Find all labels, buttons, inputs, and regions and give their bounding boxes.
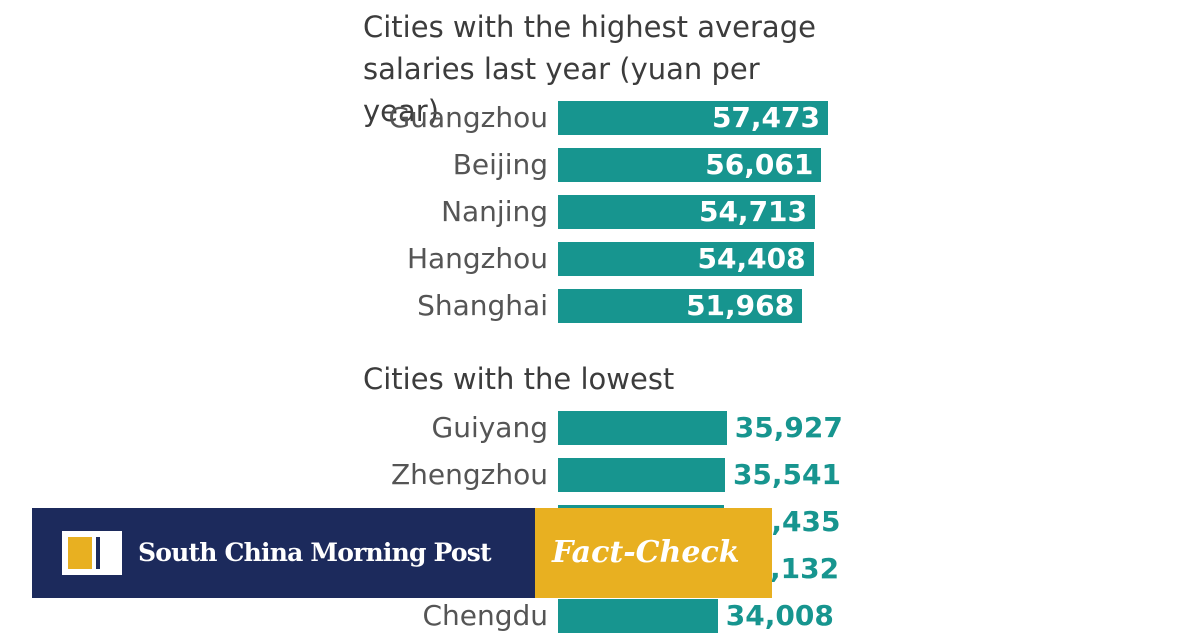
category-label: Guiyang	[431, 411, 548, 444]
brand-name: South China Morning Post	[138, 538, 492, 567]
bar	[558, 148, 822, 182]
value-label: 34,008	[725, 599, 834, 632]
chart-title: Cities with the highest average salaries…	[363, 10, 816, 128]
category-label: Chengdu	[422, 599, 548, 632]
category-label: Hangzhou	[406, 242, 548, 275]
bar	[558, 195, 816, 229]
value-label: 57,473	[711, 101, 820, 134]
value-label: 54,408	[697, 242, 806, 275]
bar	[558, 289, 803, 323]
tag-panel: Fact-Check	[535, 508, 772, 598]
bar	[558, 458, 725, 492]
chart-title: Cities with the lowest	[363, 362, 675, 396]
value-label: 54,713	[698, 195, 808, 228]
value-label: 56,061	[705, 148, 814, 181]
brand-panel: South China Morning Post	[32, 508, 535, 598]
value-label: 35,541	[732, 458, 842, 491]
bar	[558, 411, 727, 445]
category-label: Guangzhou	[388, 101, 548, 134]
tag: Fact-Check	[552, 535, 740, 570]
category-label: Nanjing	[441, 195, 548, 228]
bar	[558, 599, 718, 633]
category-label: Shanghai	[417, 289, 548, 322]
value-label: 35,927	[734, 411, 843, 444]
logo	[62, 531, 122, 575]
value-label: 51,968	[686, 289, 795, 322]
category-label: Zhengzhou	[391, 458, 548, 491]
category-label: Beijing	[452, 148, 548, 181]
banner: South China Morning Post Fact-Check	[32, 508, 772, 598]
bar	[558, 101, 828, 135]
bar	[558, 242, 814, 276]
